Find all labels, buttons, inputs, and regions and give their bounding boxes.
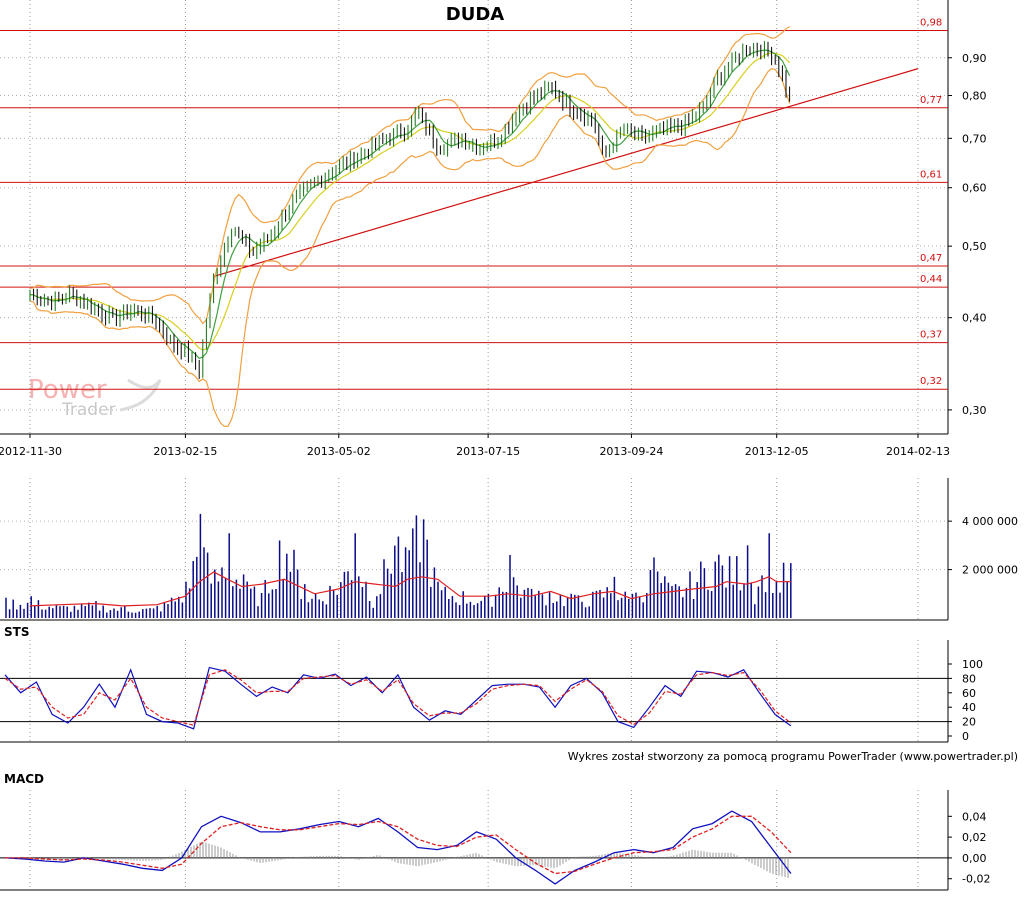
macd-line [4, 810, 792, 885]
price-y-tick-label: 0,30 [962, 404, 987, 417]
volume-y-tick-label: 2 000 000 [962, 564, 1018, 577]
price-y-tick-label: 0,70 [962, 132, 987, 145]
price-y-tick-label: 0,40 [962, 312, 987, 325]
grid-layer [0, 0, 952, 891]
sts-y-tick-label: 100 [962, 658, 983, 671]
sts-panel-title: STS [4, 625, 29, 639]
watermark-brand: Power [28, 375, 107, 405]
level-label: 0,61 [920, 169, 942, 180]
level-label: 0,32 [920, 376, 942, 387]
volume-y-tick-label: 4 000 000 [962, 515, 1018, 528]
moving-average-slow [29, 52, 791, 351]
level-label: 0,77 [920, 95, 942, 106]
x-tick-label: 2013-09-24 [599, 445, 663, 458]
level-label: 0,98 [920, 17, 942, 28]
sts-y-tick-label: 60 [962, 687, 976, 700]
price-y-tick-label: 0,50 [962, 240, 987, 253]
bollinger-lower-line [29, 68, 791, 428]
sts-k-line [4, 666, 792, 730]
sts-d-line [4, 669, 792, 726]
level-label: 0,37 [920, 330, 942, 341]
chart-title: DUDA [446, 4, 504, 25]
price-y-tick-label: 0,90 [962, 52, 987, 65]
x-tick-label: 2013-05-02 [307, 445, 371, 458]
sts-y-tick-label: 40 [962, 701, 976, 714]
watermark: Power Trader [28, 375, 162, 420]
text-layer: DUDA STS MACD Wykres został stworzony za… [0, 4, 1018, 886]
level-label: 0,44 [920, 274, 942, 285]
price-y-tick-label: 0,80 [962, 90, 987, 103]
x-tick-label: 2012-11-30 [0, 445, 62, 458]
volume-moving-average-line [29, 571, 791, 607]
trendline [213, 68, 919, 277]
macd-y-tick-label: 0,04 [962, 810, 987, 823]
moving-average-fast [29, 49, 791, 359]
macd-y-tick-label: 0,00 [962, 852, 987, 865]
macd-panel-title: MACD [4, 772, 44, 786]
macd-signal-line [5, 815, 792, 875]
macd-y-tick-label: -0,02 [962, 873, 990, 886]
x-tick-label: 2014-02-13 [886, 445, 950, 458]
price-y-tick-label: 0,60 [962, 182, 987, 195]
marks-layer [0, 26, 948, 885]
sts-y-tick-label: 80 [962, 672, 976, 685]
sts-y-tick-label: 0 [962, 730, 969, 743]
x-tick-label: 2013-07-15 [456, 445, 520, 458]
sts-y-tick-label: 20 [962, 716, 976, 729]
x-tick-label: 2013-12-05 [745, 445, 809, 458]
macd-y-tick-label: 0,02 [962, 831, 987, 844]
watermark-sub: Trader [61, 400, 116, 420]
level-label: 0,47 [920, 253, 942, 264]
x-tick-label: 2013-02-15 [153, 445, 217, 458]
bollinger-upper-line [29, 26, 790, 325]
credit-text: Wykres został stworzony za pomocą progra… [568, 750, 1018, 763]
watermark-swoosh-icon [119, 378, 162, 412]
